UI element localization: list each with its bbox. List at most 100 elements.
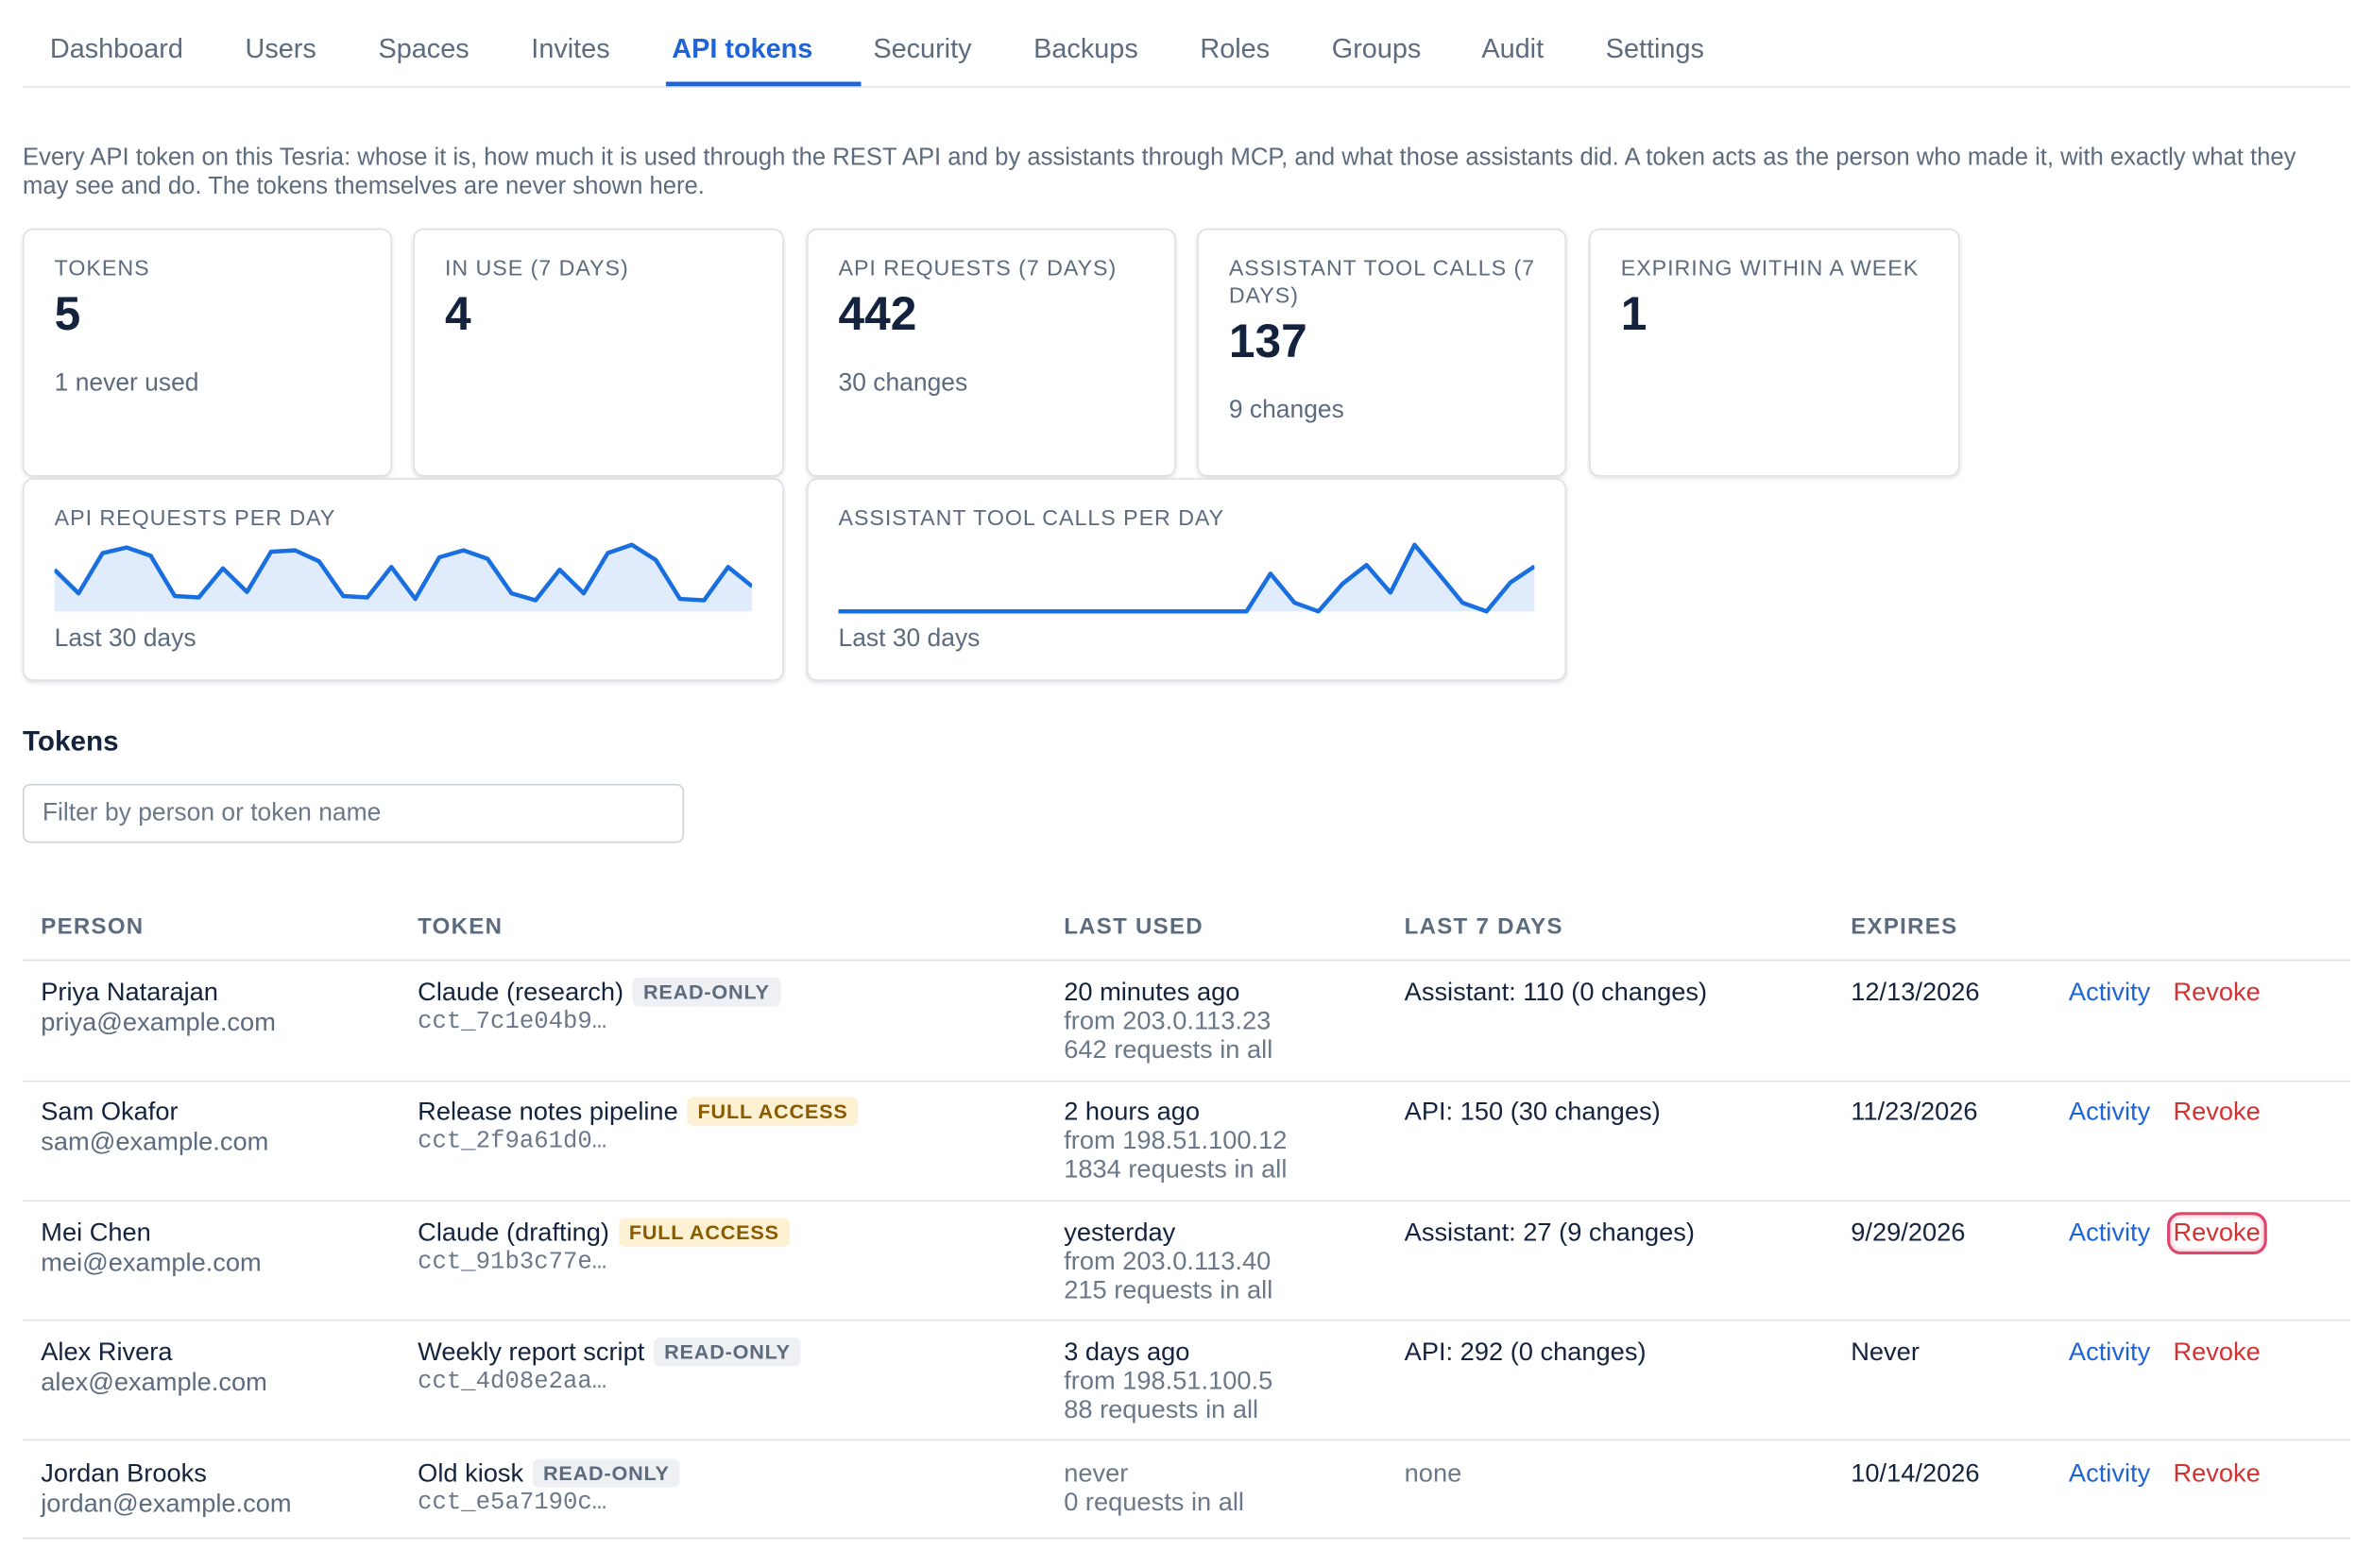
last-used-ip: from 203.0.113.40 bbox=[1064, 1247, 1272, 1276]
chart-card-api-requests: API REQUESTS PER DAY Last 30 days bbox=[23, 478, 784, 681]
stat-value: 4 bbox=[444, 287, 471, 341]
revoke-button[interactable]: Revoke bbox=[2173, 1458, 2261, 1488]
tab-spaces[interactable]: Spaces bbox=[378, 33, 469, 64]
revoke-button[interactable]: Revoke bbox=[2173, 1338, 2261, 1367]
person-name: Sam Okafor bbox=[41, 1097, 179, 1126]
last-used: never bbox=[1064, 1458, 1129, 1488]
tab-invites[interactable]: Invites bbox=[531, 33, 610, 64]
token-id: cct_e5a7190c… bbox=[418, 1489, 607, 1517]
stat-card-expiring: EXPIRING WITHIN A WEEK 1 bbox=[1589, 228, 1960, 477]
person-email: jordan@example.com bbox=[41, 1489, 292, 1518]
tab-roles[interactable]: Roles bbox=[1200, 33, 1271, 64]
column-header-last-7-days: LAST 7 DAYS bbox=[1404, 913, 1563, 940]
token-name: Weekly report script bbox=[418, 1338, 645, 1367]
stat-value: 442 bbox=[838, 287, 917, 341]
expires: 10/14/2026 bbox=[1851, 1458, 1980, 1488]
last-used-ip: from 203.0.113.23 bbox=[1064, 1006, 1272, 1035]
tokens-heading: Tokens bbox=[23, 724, 119, 757]
token-id: cct_2f9a61d0… bbox=[418, 1127, 607, 1155]
revoke-button[interactable]: Revoke bbox=[2167, 1212, 2267, 1255]
token-id: cct_4d08e2aa… bbox=[418, 1368, 607, 1396]
column-header-person: PERSON bbox=[41, 913, 145, 940]
person-email: mei@example.com bbox=[41, 1248, 262, 1278]
chart-card-tool-calls: ASSISTANT TOOL CALLS PER DAY Last 30 day… bbox=[806, 478, 1567, 681]
header-divider bbox=[23, 959, 2350, 962]
stat-label: ASSISTANT TOOL CALLS (7 DAYS) bbox=[1228, 257, 1536, 309]
person-email: alex@example.com bbox=[41, 1368, 267, 1397]
row-divider bbox=[23, 1439, 2350, 1441]
token-cell: Claude (drafting) FULL ACCESS bbox=[418, 1218, 791, 1248]
sparkline-area bbox=[54, 544, 753, 612]
total-requests: 642 requests in all bbox=[1064, 1034, 1273, 1065]
stat-label: EXPIRING WITHIN A WEEK bbox=[1620, 257, 1920, 281]
activity-link[interactable]: Activity bbox=[2068, 977, 2151, 1007]
token-id: cct_91b3c77e… bbox=[418, 1248, 607, 1276]
last-used-ip: from 198.51.100.5 bbox=[1064, 1366, 1273, 1396]
access-badge: FULL ACCESS bbox=[618, 1218, 791, 1248]
person-name: Priya Natarajan bbox=[41, 977, 218, 1007]
person-email: sam@example.com bbox=[41, 1127, 269, 1156]
stat-value: 5 bbox=[54, 287, 81, 341]
expires: Never bbox=[1851, 1338, 1920, 1367]
access-badge: FULL ACCESS bbox=[687, 1097, 859, 1126]
tab-groups[interactable]: Groups bbox=[1331, 33, 1422, 64]
tab-users[interactable]: Users bbox=[245, 33, 316, 64]
revoke-button[interactable]: Revoke bbox=[2173, 1097, 2261, 1126]
activity-link[interactable]: Activity bbox=[2068, 1458, 2151, 1488]
activity-link[interactable]: Activity bbox=[2068, 1097, 2151, 1126]
chart-caption: Last 30 days bbox=[838, 624, 981, 653]
tab-audit[interactable]: Audit bbox=[1481, 33, 1545, 64]
row-divider bbox=[23, 1319, 2350, 1321]
tab-security[interactable]: Security bbox=[873, 33, 972, 64]
page-description: Every API token on this Tesria: whose it… bbox=[23, 145, 2296, 200]
access-badge: READ-ONLY bbox=[653, 1338, 802, 1367]
stat-value: 137 bbox=[1228, 315, 1307, 368]
stat-card-tool-calls: ASSISTANT TOOL CALLS (7 DAYS) 137 9 chan… bbox=[1197, 228, 1567, 477]
tab-dashboard[interactable]: Dashboard bbox=[49, 33, 183, 64]
person-name: Alex Rivera bbox=[41, 1338, 173, 1367]
total-requests: 88 requests in all bbox=[1064, 1395, 1259, 1424]
access-badge: READ-ONLY bbox=[532, 1458, 680, 1488]
last-used: yesterday bbox=[1064, 1218, 1176, 1248]
expires: 11/23/2026 bbox=[1851, 1097, 1978, 1126]
stat-value: 1 bbox=[1620, 287, 1647, 341]
tab-api-tokens[interactable]: API tokens bbox=[672, 33, 813, 64]
token-filter-input[interactable] bbox=[23, 783, 685, 844]
last-7-days: none bbox=[1404, 1458, 1462, 1488]
row-divider bbox=[23, 1200, 2350, 1202]
stat-card-in-use: IN USE (7 DAYS) 4 bbox=[413, 228, 784, 477]
last-7-days: Assistant: 110 (0 changes) bbox=[1404, 977, 1708, 1007]
row-divider bbox=[23, 1080, 2350, 1082]
token-cell: Release notes pipeline FULL ACCESS bbox=[418, 1097, 859, 1126]
activity-link[interactable]: Activity bbox=[2068, 1218, 2151, 1248]
row-divider bbox=[23, 1537, 2350, 1540]
last-used: 3 days ago bbox=[1064, 1338, 1190, 1367]
sparkline-area bbox=[838, 544, 1535, 612]
sparkline-line bbox=[54, 542, 753, 603]
token-name: Claude (research) bbox=[418, 977, 624, 1007]
activity-link[interactable]: Activity bbox=[2068, 1338, 2151, 1367]
token-cell: Weekly report script READ-ONLY bbox=[418, 1338, 802, 1367]
tab-settings[interactable]: Settings bbox=[1605, 33, 1704, 64]
chart-caption: Last 30 days bbox=[54, 624, 196, 653]
token-id: cct_7c1e04b9… bbox=[418, 1007, 607, 1035]
stat-subtext: 30 changes bbox=[838, 368, 968, 397]
token-cell: Old kiosk READ-ONLY bbox=[418, 1458, 680, 1488]
api-requests-sparkline bbox=[54, 542, 753, 612]
stat-label: API REQUESTS (7 DAYS) bbox=[838, 257, 1118, 281]
stat-card-tokens: TOKENS 5 1 never used bbox=[23, 228, 392, 477]
admin-tabs: Dashboard Users Spaces Invites API token… bbox=[23, 0, 2350, 88]
tab-backups[interactable]: Backups bbox=[1033, 33, 1138, 64]
stat-subtext: 9 changes bbox=[1228, 396, 1344, 424]
total-requests: 1834 requests in all bbox=[1064, 1154, 1288, 1184]
person-name: Mei Chen bbox=[41, 1218, 151, 1248]
last-7-days: Assistant: 27 (9 changes) bbox=[1404, 1218, 1695, 1248]
stat-label: IN USE (7 DAYS) bbox=[444, 257, 629, 281]
total-requests: 215 requests in all bbox=[1064, 1275, 1273, 1304]
stat-card-api-requests: API REQUESTS (7 DAYS) 442 30 changes bbox=[806, 228, 1176, 477]
total-requests: 0 requests in all bbox=[1064, 1487, 1244, 1517]
person-email: priya@example.com bbox=[41, 1007, 276, 1037]
chart-label: API REQUESTS PER DAY bbox=[54, 506, 336, 532]
revoke-button[interactable]: Revoke bbox=[2173, 977, 2261, 1007]
active-tab-indicator bbox=[665, 81, 862, 87]
